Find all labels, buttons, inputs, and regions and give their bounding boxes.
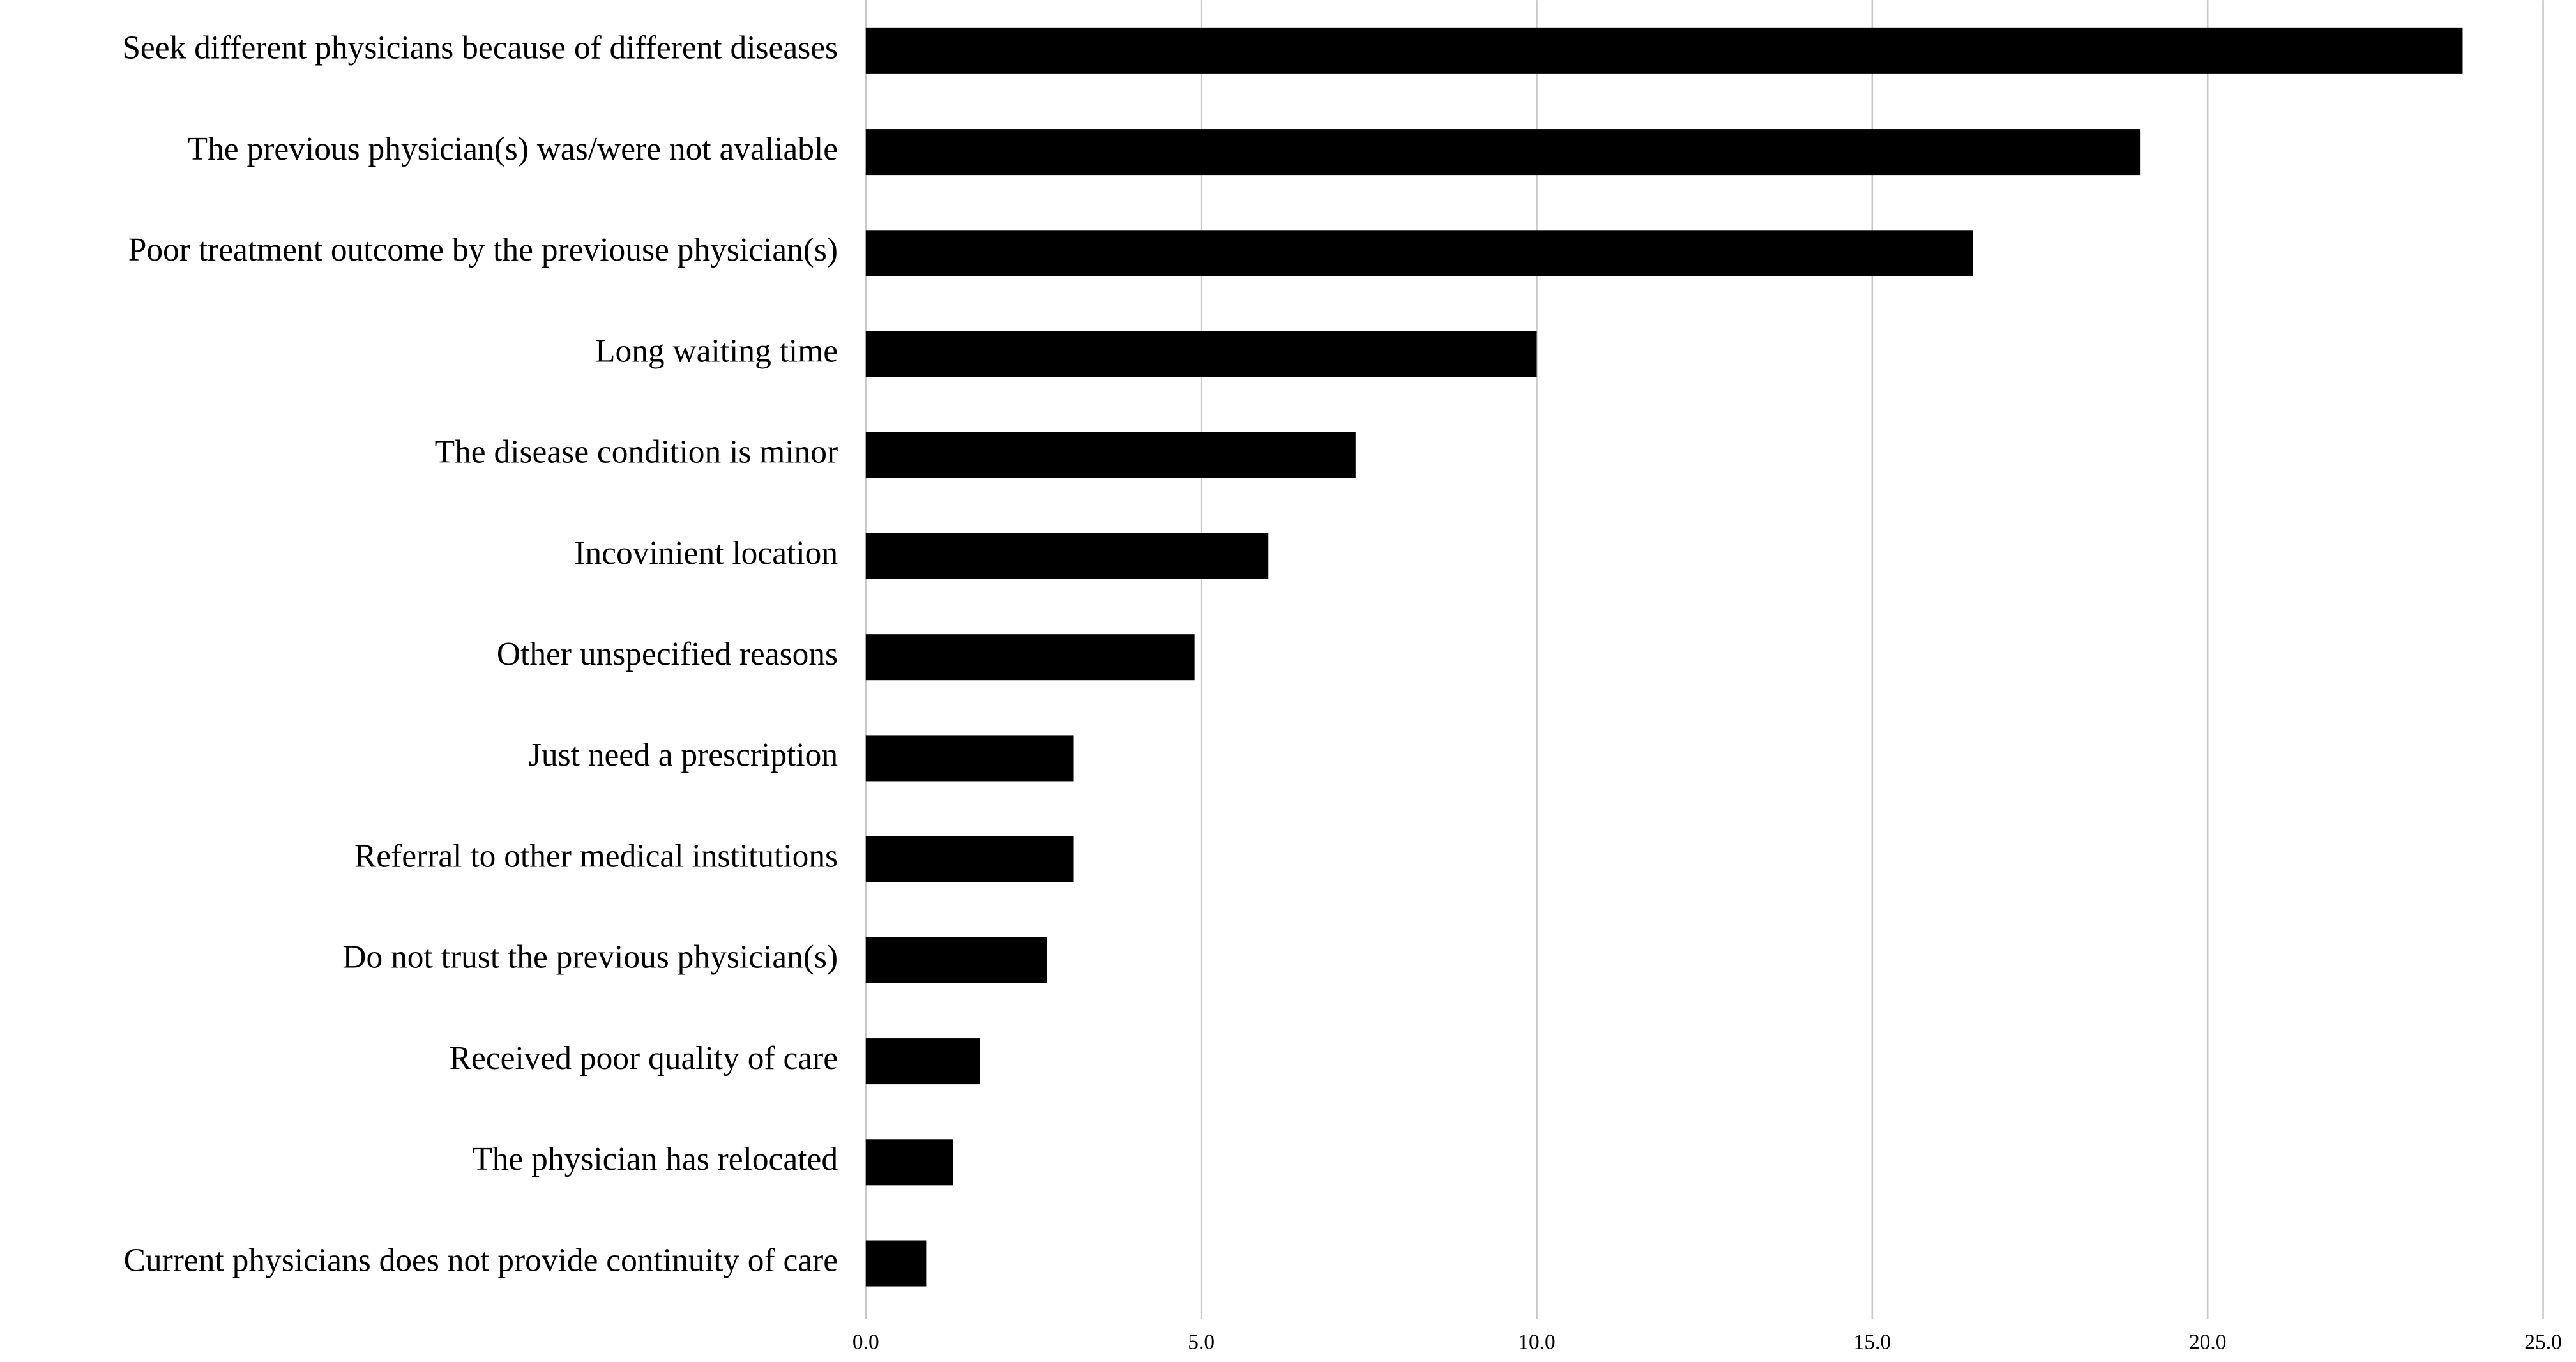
y-tick-label: Poor treatment outcome by the previouse … (128, 232, 838, 268)
y-tick-label: Seek different physicians because of dif… (122, 30, 838, 66)
y-tick-label: The disease condition is minor (435, 434, 838, 471)
x-tick-label: 15.0 (1854, 1330, 1891, 1354)
y-tick-label: The physician has relocated (472, 1141, 838, 1177)
x-tick-label: 10.0 (1518, 1330, 1556, 1354)
bar (865, 27, 2463, 74)
y-tick-label: Incovinient location (574, 535, 838, 571)
bar (865, 432, 1356, 478)
x-tick-label: 0.0 (852, 1330, 879, 1354)
y-tick-label: Referral to other medical institutions (354, 838, 838, 874)
y-tick-label: Current physicians does not provide cont… (124, 1242, 838, 1278)
bar (865, 1139, 953, 1186)
y-tick-label: Other unspecified reasons (497, 636, 838, 672)
bar (865, 230, 1973, 276)
bar (865, 129, 2141, 176)
y-tick-label: Long waiting time (595, 333, 838, 369)
x-tick-label: 25.0 (2524, 1330, 2562, 1354)
bar (865, 331, 1537, 377)
bar (865, 735, 1074, 782)
bar (865, 937, 1047, 983)
bar (865, 533, 1269, 579)
bar (865, 836, 1074, 882)
x-tick-label: 5.0 (1188, 1330, 1215, 1354)
y-tick-label: Just need a prescription (529, 737, 838, 773)
bar (865, 1038, 980, 1085)
bar (865, 1240, 927, 1287)
y-tick-label: Received poor quality of care (450, 1040, 838, 1077)
bar (865, 634, 1195, 681)
y-tick-label: Do not trust the previous physician(s) (342, 939, 838, 976)
y-tick-label: The previous physician(s) was/were not a… (188, 131, 838, 167)
x-tick-label: 20.0 (2189, 1330, 2227, 1354)
